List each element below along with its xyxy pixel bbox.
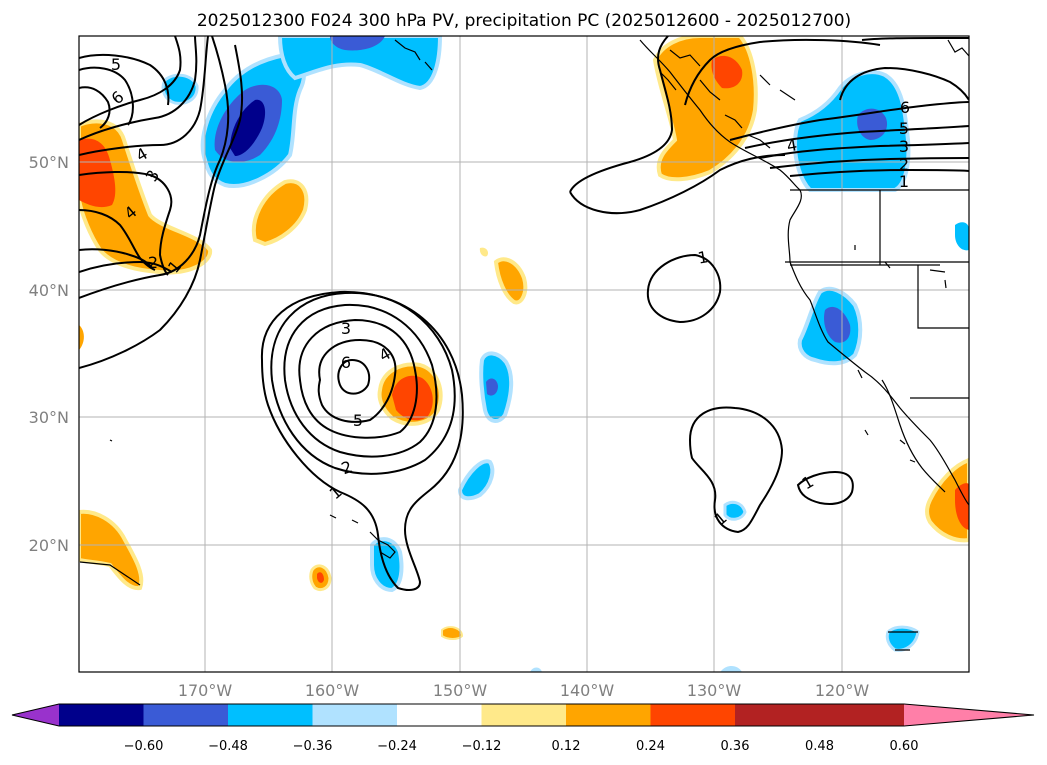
lon-label-140w: 140°W: [560, 681, 615, 700]
contour-label: 3: [341, 319, 351, 338]
colorbar-segment: [566, 704, 651, 726]
colorbar-tick-label: 0.12: [552, 739, 581, 754]
gridlines: [79, 36, 969, 672]
lon-label-120w: 120°W: [815, 681, 870, 700]
map-area: 5 6 4 3 4 2 1 3 6 4 5 2 1 1 1 1 6 5 4 3 …: [79, 36, 969, 672]
colorbar-segment: [59, 704, 144, 726]
pv-contours: [79, 36, 969, 591]
contour-label: 3: [899, 137, 909, 156]
colorbar-segment: [312, 704, 397, 726]
contour-label: 1: [696, 247, 709, 267]
lon-label-150w: 150°W: [433, 681, 488, 700]
coastlines: [79, 39, 969, 651]
contour-label: 6: [900, 98, 910, 117]
longitude-labels: 170°W 160°W 150°W 140°W 130°W 120°W: [178, 681, 870, 700]
colorbar-segment: [735, 704, 820, 726]
colorbar-tick-label: −0.36: [293, 739, 333, 754]
lat-label-40n: 40°N: [29, 281, 69, 300]
colorbar-ticks: −0.60 −0.48 −0.36 −0.24 −0.12 0.12 0.24 …: [124, 739, 919, 754]
contour-label: 2: [148, 253, 158, 272]
contour-label: 4: [785, 135, 798, 155]
colorbar-outline: [11, 703, 1035, 727]
map-frame: [78, 35, 970, 673]
colorbar-tick-label: −0.12: [462, 739, 502, 754]
colorbar-tick-label: 0.36: [721, 739, 750, 754]
colorbar-segment: [650, 704, 735, 726]
lon-label-160w: 160°W: [305, 681, 360, 700]
latitude-labels: 50°N 40°N 30°N 20°N: [29, 153, 69, 555]
colorbar-tick-label: −0.48: [208, 739, 248, 754]
colorbar-tick-label: 0.48: [805, 739, 834, 754]
colorbar-extend-max: [904, 704, 1034, 726]
colorbar-segment: [481, 704, 566, 726]
contour-label: 5: [353, 411, 363, 430]
colorbar-tick-label: −0.60: [124, 739, 164, 754]
contour-label: 2: [899, 155, 909, 174]
contour-label: 5: [899, 119, 909, 138]
contour-label: 1: [899, 172, 909, 191]
lat-label-50n: 50°N: [29, 153, 69, 172]
colorbar-tick-label: 0.24: [636, 739, 665, 754]
contour-label: 5: [111, 55, 121, 74]
lon-label-170w: 170°W: [178, 681, 233, 700]
colorbar-segment: [397, 704, 482, 726]
colorbar-tick-label: 0.60: [890, 739, 919, 754]
colorbar-tick-label: −0.24: [377, 739, 417, 754]
colorbar-extend-min: [12, 704, 59, 726]
colorbar: −0.60 −0.48 −0.36 −0.24 −0.12 0.12 0.24 …: [11, 703, 1035, 754]
colorbar-segment: [228, 704, 313, 726]
lat-label-20n: 20°N: [29, 536, 69, 555]
contour-label: 6: [341, 353, 351, 372]
figure-title: 2025012300 F024 300 hPa PV, precipitatio…: [197, 11, 851, 31]
colorbar-segment: [143, 704, 228, 726]
lon-label-130w: 130°W: [687, 681, 742, 700]
colorbar-segment: [819, 704, 904, 726]
lat-label-30n: 30°N: [29, 408, 69, 427]
